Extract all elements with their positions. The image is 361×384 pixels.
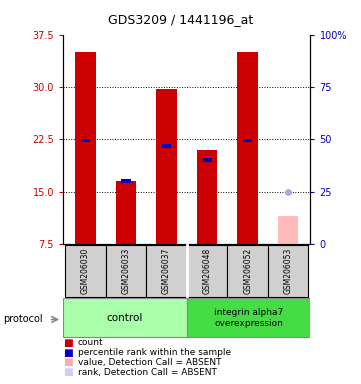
Bar xyxy=(162,144,171,148)
Bar xyxy=(121,179,131,183)
Text: count: count xyxy=(78,338,103,347)
Text: control: control xyxy=(107,313,143,323)
Text: GSM206048: GSM206048 xyxy=(203,248,212,294)
Bar xyxy=(187,298,310,337)
Text: ■: ■ xyxy=(63,338,73,348)
Text: ■: ■ xyxy=(63,367,73,377)
Bar xyxy=(243,139,252,142)
Text: integrin alpha7
overexpression: integrin alpha7 overexpression xyxy=(214,308,283,328)
Bar xyxy=(156,89,177,244)
Text: ■: ■ xyxy=(63,358,73,367)
Text: protocol: protocol xyxy=(4,314,43,324)
Text: GDS3209 / 1441196_at: GDS3209 / 1441196_at xyxy=(108,13,253,26)
Bar xyxy=(65,245,106,297)
Bar xyxy=(238,52,258,244)
Text: rank, Detection Call = ABSENT: rank, Detection Call = ABSENT xyxy=(78,368,217,377)
Text: GSM206052: GSM206052 xyxy=(243,248,252,294)
Text: GSM206033: GSM206033 xyxy=(122,248,131,294)
Bar xyxy=(106,245,146,297)
Text: GSM206037: GSM206037 xyxy=(162,248,171,294)
Bar xyxy=(203,158,212,162)
Text: ■: ■ xyxy=(63,348,73,358)
Bar xyxy=(187,245,227,297)
Text: value, Detection Call = ABSENT: value, Detection Call = ABSENT xyxy=(78,358,221,367)
Bar xyxy=(75,52,96,244)
Bar xyxy=(278,216,298,244)
Text: percentile rank within the sample: percentile rank within the sample xyxy=(78,348,231,357)
Bar xyxy=(268,245,308,297)
Bar xyxy=(116,181,136,244)
Bar xyxy=(63,298,187,337)
Bar xyxy=(81,139,90,142)
Text: GSM206030: GSM206030 xyxy=(81,248,90,294)
Bar xyxy=(227,245,268,297)
Bar xyxy=(197,150,217,244)
Text: GSM206053: GSM206053 xyxy=(284,248,293,294)
Bar xyxy=(146,245,187,297)
